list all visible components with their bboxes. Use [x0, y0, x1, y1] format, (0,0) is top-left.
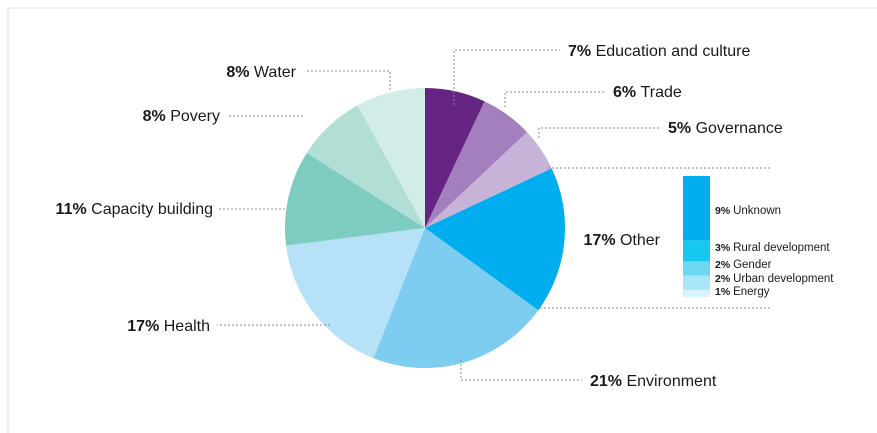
slice-name-governance: Governance	[696, 120, 783, 137]
pie-slice-trade	[425, 101, 528, 228]
pie-slice-other	[425, 168, 566, 311]
slice-labels: 7% Education and culture 6% Trade 5% Gover…	[56, 43, 783, 390]
breakdown-label-rural-development: 3% Rural development	[715, 242, 830, 254]
slice-name-capacity-building: Capacity building	[91, 201, 213, 218]
slice-label-other: 17% Other	[584, 232, 661, 249]
breakdown-name-urban-development: Urban development	[733, 273, 834, 285]
breakdown-label-urban-development: 2% Urban development	[715, 273, 834, 285]
slice-label-governance: 5% Governance	[668, 120, 783, 137]
slice-name-water: Water	[254, 64, 297, 81]
pie-slice-water	[357, 88, 425, 228]
breakdown-segment-rural-development	[683, 240, 710, 262]
slice-label-education-and-culture: 7% Education and culture	[568, 43, 750, 60]
breakdown-name-gender: Gender	[733, 259, 772, 271]
slice-label-trade: 6% Trade	[613, 84, 682, 101]
breakdown-name-energy: Energy	[733, 286, 770, 298]
slice-percent-water: 8%	[226, 64, 254, 81]
breakdown-name-unknown: Unknown	[733, 205, 781, 217]
leader-line-water	[305, 70, 391, 90]
pie-slice-povery	[306, 105, 425, 228]
breakdown-segment-urban-development	[683, 275, 710, 290]
pie-slice-health	[286, 228, 425, 359]
breakdown-segment-gender	[683, 261, 710, 276]
breakdown-segment-unknown	[683, 176, 710, 241]
slice-percent-capacity-building: 11%	[56, 201, 92, 218]
breakdown-percent-gender: 2%	[715, 259, 733, 271]
slice-name-health: Health	[164, 318, 210, 335]
breakdown-segment-energy	[683, 289, 710, 297]
leader-line-environment	[460, 360, 582, 381]
slice-name-trade: Trade	[641, 84, 682, 101]
breakdown-percent-urban-development: 2%	[715, 273, 733, 285]
slice-label-povery: 8% Povery	[143, 108, 220, 125]
slice-label-water: 8% Water	[226, 64, 296, 81]
leader-line-trade	[504, 91, 605, 107]
slice-percent-environment: 21%	[590, 373, 626, 390]
slice-percent-health: 17%	[127, 318, 163, 335]
slice-percent-education-and-culture: 7%	[568, 43, 596, 60]
breakdown-percent-rural-development: 3%	[715, 242, 733, 254]
leader-line-governance	[538, 127, 660, 138]
breakdown-label-gender: 2% Gender	[715, 259, 772, 271]
slice-name-education-and-culture: Education and culture	[596, 43, 751, 60]
slice-name-other: Other	[620, 232, 661, 249]
breakdown-label-energy: 1% Energy	[715, 286, 770, 298]
slice-name-environment: Environment	[626, 373, 716, 390]
slice-percent-trade: 6%	[613, 84, 641, 101]
breakdown-percent-energy: 1%	[715, 286, 733, 298]
leader-lines	[217, 49, 770, 381]
slice-percent-povery: 8%	[143, 108, 171, 125]
breakdown-percent-unknown: 9%	[715, 205, 733, 217]
leader-line-education-and-culture	[453, 49, 560, 105]
slice-label-environment: 21% Environment	[590, 373, 717, 390]
breakdown-label-unknown: 9% Unknown	[715, 205, 781, 217]
slice-percent-governance: 5%	[668, 120, 696, 137]
slice-name-povery: Povery	[170, 108, 220, 125]
pie-slice-environment	[373, 228, 539, 369]
breakdown-name-rural-development: Rural development	[733, 242, 830, 254]
pie-slice-education-and-culture	[425, 88, 485, 228]
slice-label-health: 17% Health	[127, 318, 210, 335]
pie-slice-governance	[425, 132, 552, 228]
slice-percent-other: 17%	[584, 232, 620, 249]
pie-slice-capacity-building	[284, 152, 425, 246]
pie-slices	[284, 88, 566, 369]
slice-label-capacity-building: 11% Capacity building	[56, 201, 213, 218]
